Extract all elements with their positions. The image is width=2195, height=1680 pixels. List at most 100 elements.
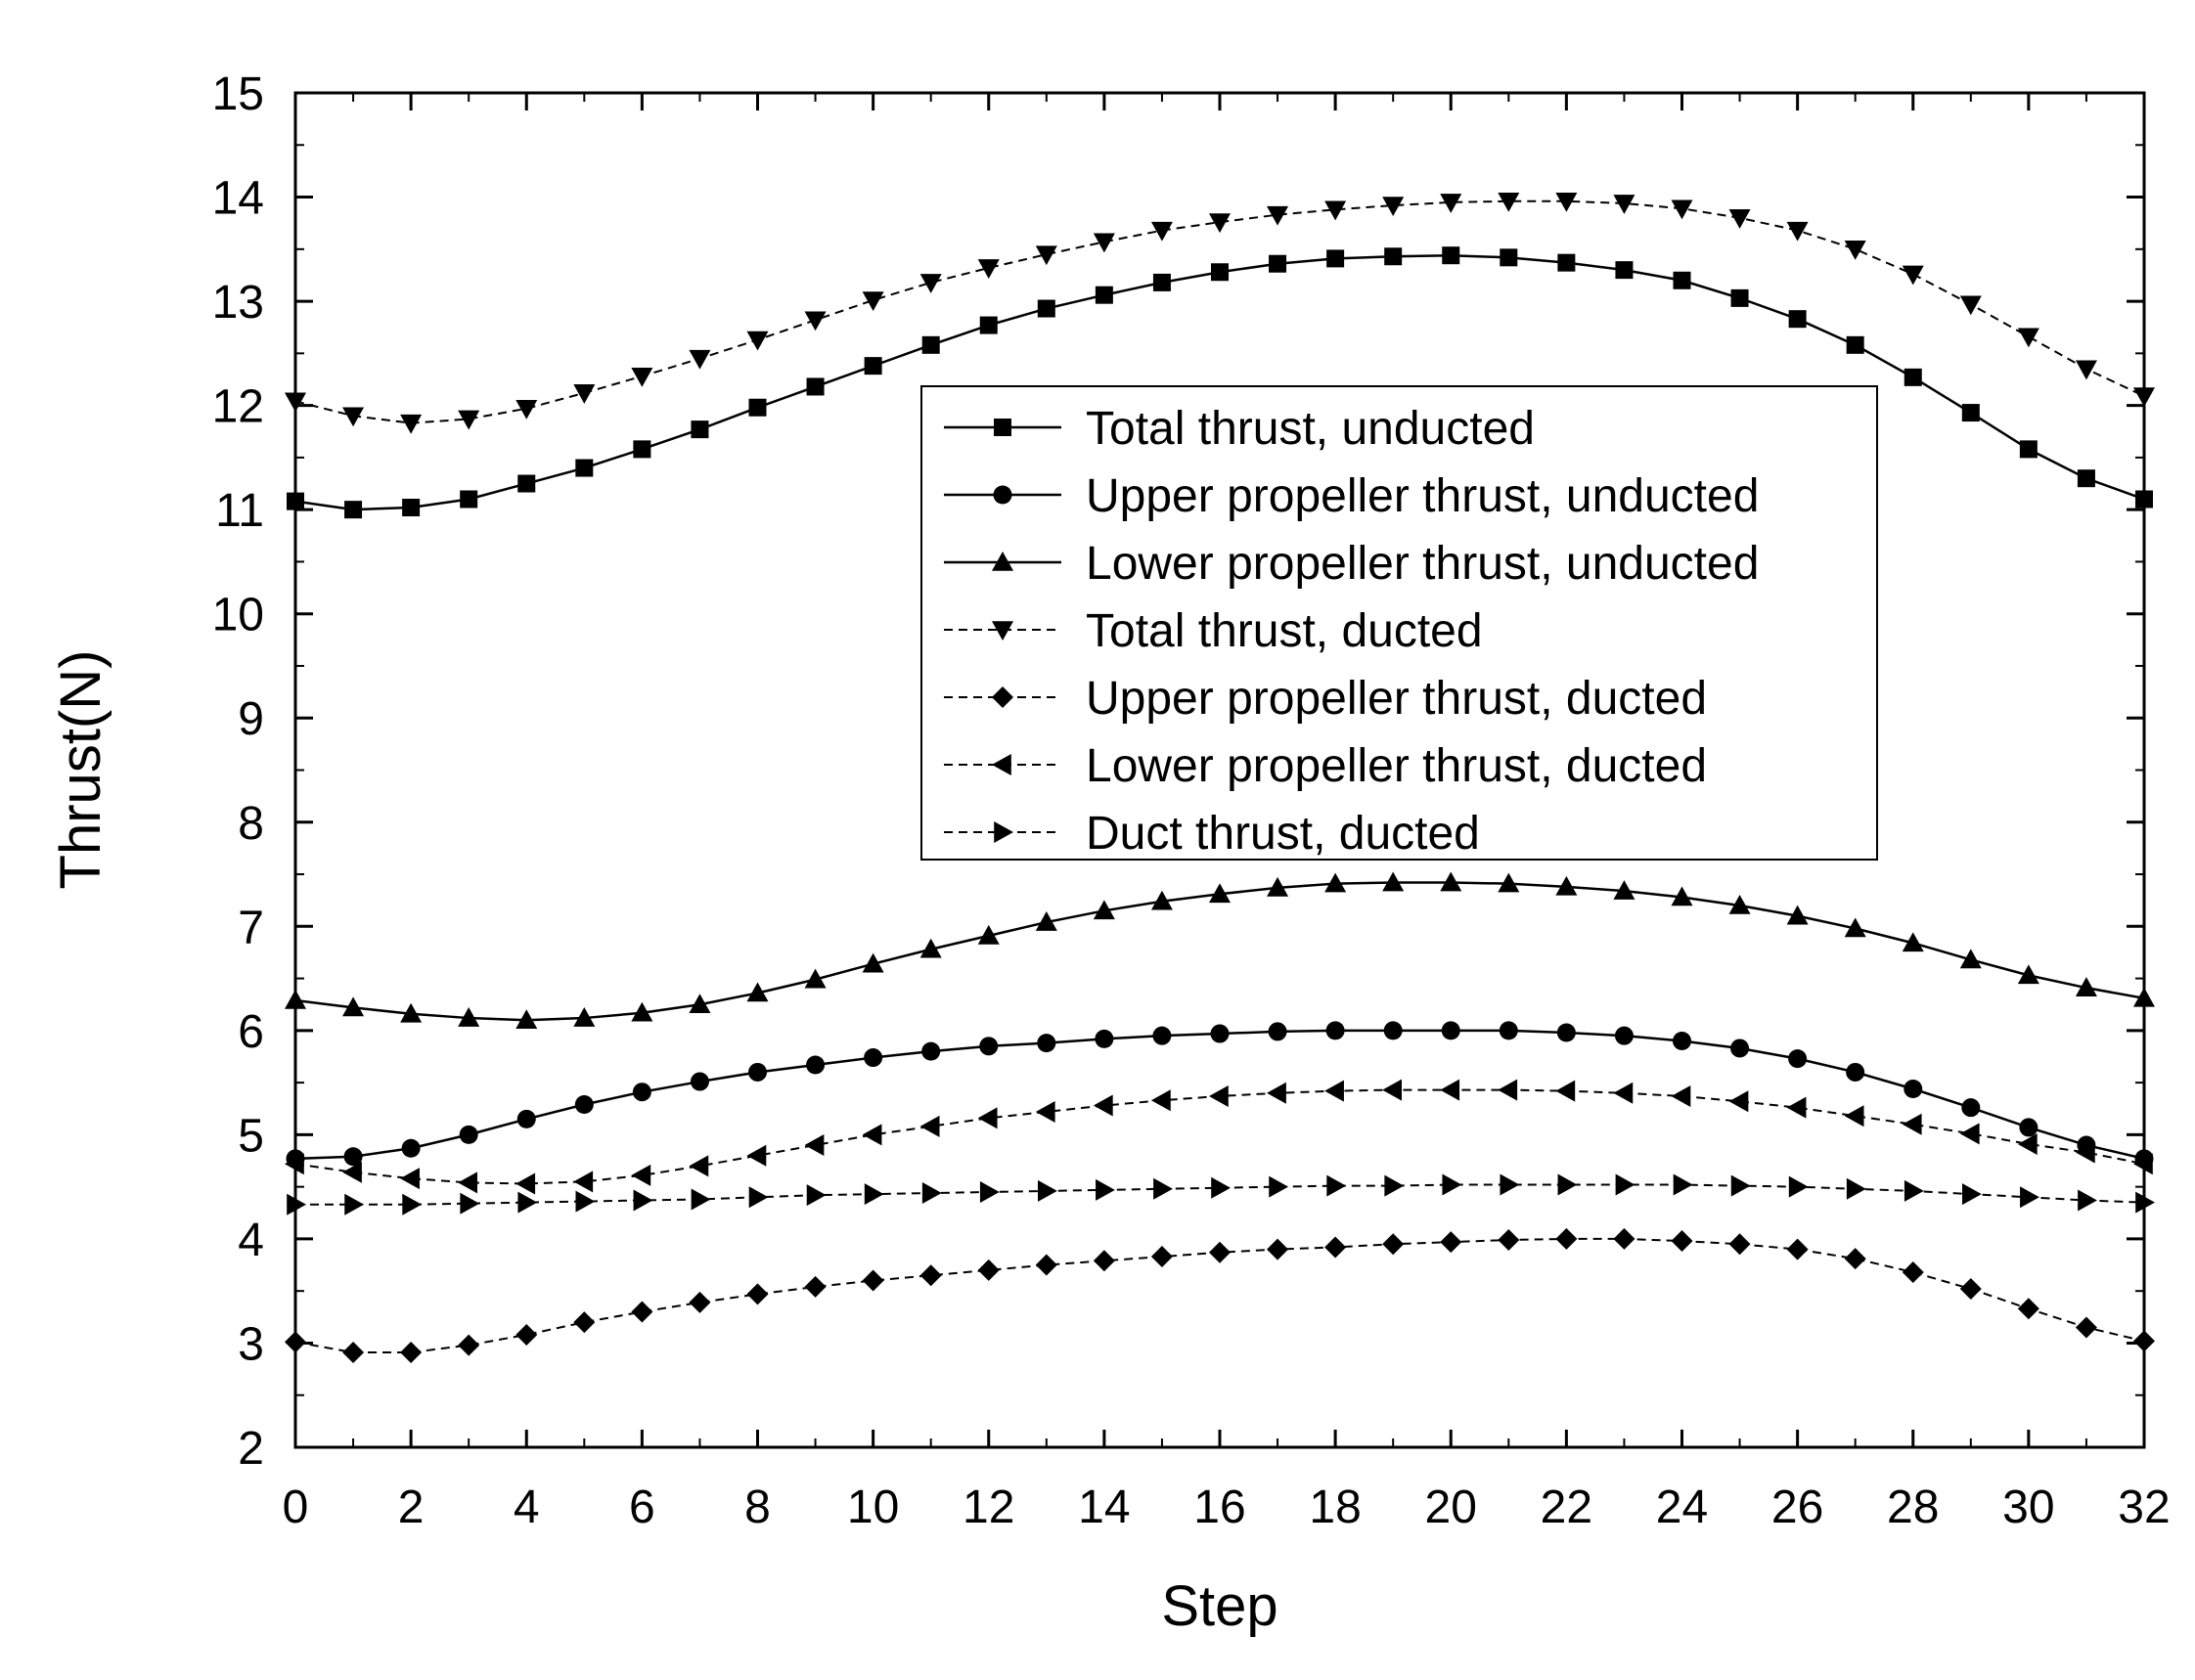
data-point [517,1191,538,1214]
y-tick-label: 3 [238,1318,264,1370]
data-point [1846,335,1864,354]
data-point [400,1002,423,1023]
data-point [746,982,769,1002]
data-point [573,1007,596,1027]
data-point [2017,328,2039,348]
data-point [1730,1039,1750,1058]
data-point [690,1072,709,1091]
data-point [1325,1021,1345,1040]
data-point [400,1168,420,1190]
data-point [1614,1026,1634,1045]
y-tick-label: 12 [212,381,264,433]
data-point [1442,246,1460,265]
data-point [1382,871,1405,892]
data-point [1382,1233,1405,1256]
data-point [1613,1082,1634,1104]
x-tick-label: 30 [2002,1481,2054,1533]
data-point [1961,404,1980,422]
data-point [1037,299,1055,318]
series-lower-propeller-thrust-ducted [285,1079,2153,1195]
data-point [977,924,1000,945]
legend-box [920,385,1878,861]
x-axis-title: Step [1161,1574,1277,1638]
data-point [979,1180,1000,1203]
legend-label: Total thrust, unducted [1086,403,1535,455]
x-tick-label: 20 [1425,1481,1477,1533]
data-point [633,440,651,459]
data-point [1557,253,1576,272]
data-point [1037,1034,1056,1053]
data-point [1613,1227,1635,1250]
data-point [1730,288,1749,307]
data-point [342,407,365,427]
data-point [573,384,596,404]
data-point [862,1269,884,1292]
data-point [804,968,827,989]
y-tick-label: 11 [215,485,264,537]
data-point [1440,194,1462,213]
data-point [1324,872,1347,893]
series-total-thrust-unducted [287,246,2153,519]
data-point [1962,1183,1982,1206]
data-point [631,1301,653,1323]
legend-marker [994,419,1011,436]
data-point [862,952,884,973]
data-point [1671,1230,1693,1253]
data-point [1440,1231,1462,1254]
data-point [1613,880,1635,900]
data-point [632,1083,651,1102]
data-point [864,1183,884,1206]
data-point [806,1055,826,1075]
data-point [977,1259,1000,1281]
data-point [804,311,827,332]
x-tick-label: 2 [398,1481,425,1533]
y-tick-label: 15 [212,68,264,120]
data-point [1093,1250,1115,1272]
data-point [342,1161,362,1183]
data-point [2019,440,2038,459]
data-point [573,1311,596,1334]
data-point [1324,1080,1344,1102]
data-point [1959,1123,1980,1145]
legend-label: Lower propeller thrust, ducted [1086,740,1707,792]
x-tick-label: 26 [1771,1481,1823,1533]
data-point [691,1188,711,1211]
legend-marker [993,485,1012,505]
x-tick-label: 14 [1078,1481,1130,1533]
data-point [1904,1080,1923,1099]
data-point [458,1172,477,1194]
data-point [460,1192,480,1215]
series-duct-thrust-ducted [287,1173,2155,1216]
data-point [746,1283,769,1305]
data-point [402,499,421,517]
data-point [1210,1024,1230,1043]
data-point [1035,911,1057,931]
data-point [1269,1175,1289,1198]
data-point [517,474,536,493]
data-point [748,1186,769,1209]
data-point [1441,1021,1460,1040]
data-point [748,398,767,417]
data-point [1382,197,1405,217]
data-point [631,1164,651,1186]
data-point [1035,245,1057,266]
data-point [1786,905,1809,925]
data-point [1615,1173,1635,1196]
x-tick-label: 12 [963,1481,1014,1533]
data-point [1786,1096,1807,1119]
data-point [1844,1248,1866,1270]
data-point [1267,205,1289,226]
data-point [1728,209,1751,229]
y-tick-label: 9 [238,693,264,745]
legend-label: Upper propeller thrust, ducted [1086,673,1707,725]
legend-item-lower-propeller-thrust-unducted: Lower propeller thrust, unducted [944,538,1759,590]
data-point [1324,200,1347,221]
data-point [1555,875,1578,896]
legend-marker [992,754,1011,775]
data-point [402,1193,423,1216]
series-layer [285,193,2155,1364]
data-point [921,1182,942,1205]
data-point [689,1155,709,1177]
data-point [1211,263,1229,282]
